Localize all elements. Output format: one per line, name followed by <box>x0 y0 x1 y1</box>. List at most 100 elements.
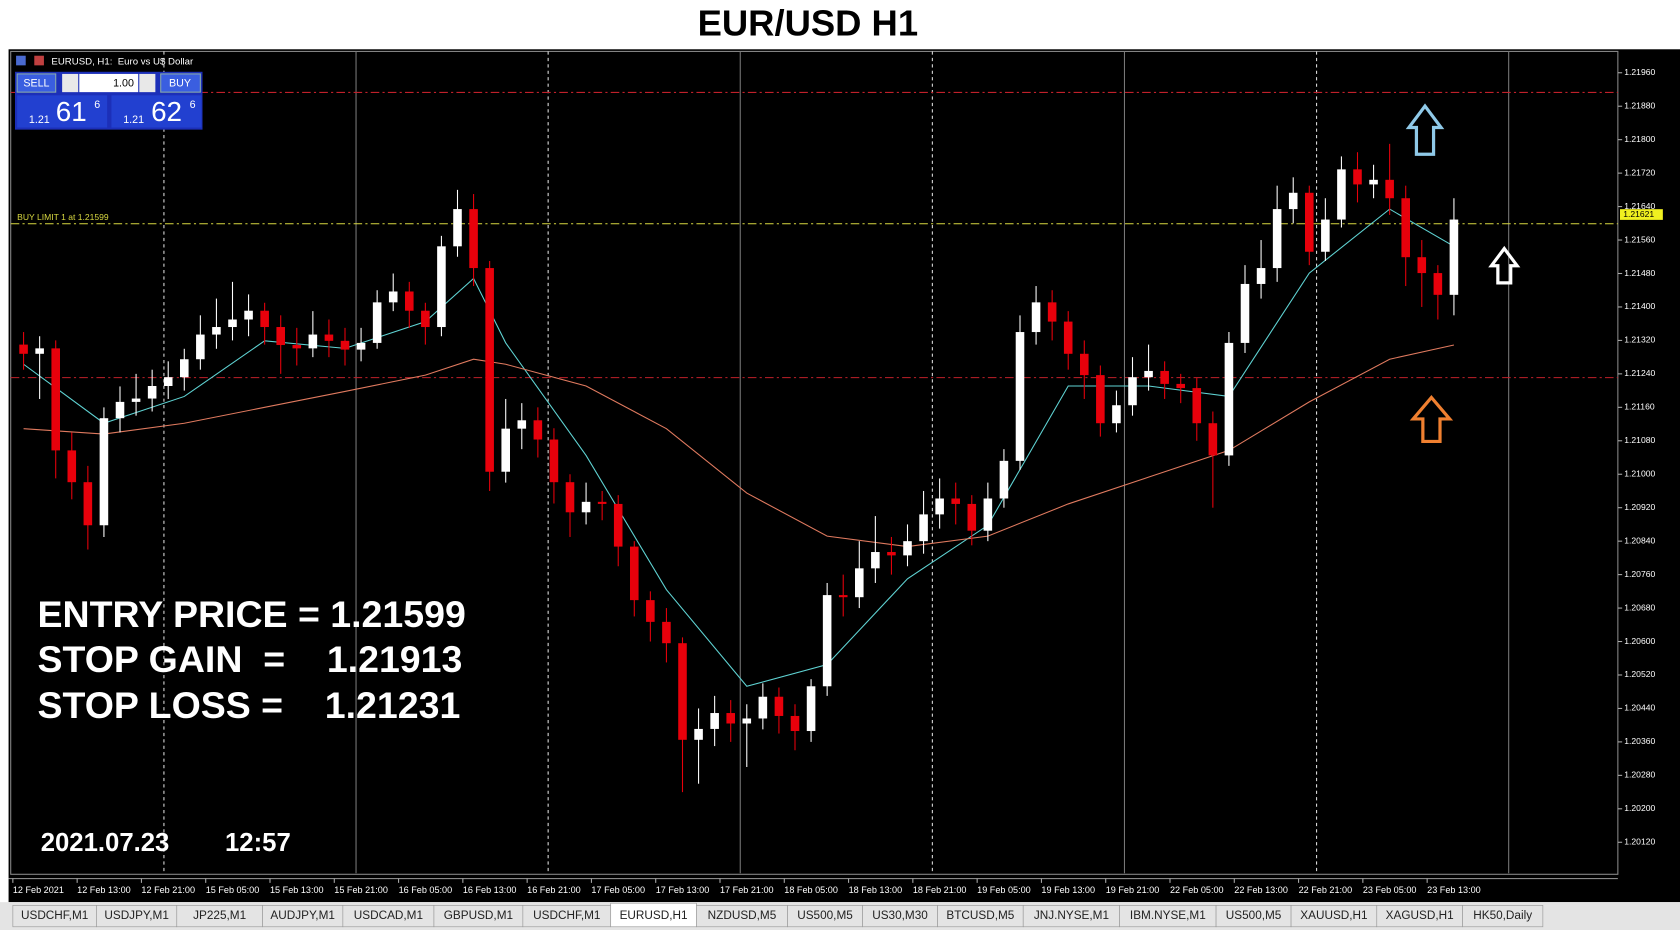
y-tick-label: 1.21000 <box>1624 469 1655 479</box>
tab-label[interactable]: JP225,M1 <box>193 909 246 922</box>
candle-body <box>646 600 655 622</box>
candle-body <box>678 643 687 740</box>
chart-area <box>8 49 1680 903</box>
x-tick-label: 12 Feb 2021 <box>13 885 64 895</box>
tab-label[interactable]: XAUUSD,H1 <box>1300 909 1367 922</box>
candle-body <box>726 713 735 724</box>
y-tick-label: 1.20520 <box>1624 669 1655 679</box>
plot-frame <box>10 50 1619 875</box>
tab-label[interactable]: GBPUSD,M1 <box>444 909 513 922</box>
candle-body <box>967 503 977 531</box>
candle-body <box>1128 377 1137 406</box>
tab-label[interactable]: IBM.NYSE,M1 <box>1130 909 1206 922</box>
tab-label[interactable]: US500,M5 <box>1226 909 1282 922</box>
tab-label[interactable]: JNJ.NYSE,M1 <box>1034 909 1109 922</box>
annotation: ENTRY PRICE = 1.21599 <box>38 593 466 635</box>
candle-body <box>613 503 623 547</box>
buy-limit-label: BUY LIMIT 1 at 1.21599 <box>17 212 109 222</box>
x-tick-label: 22 Feb 21:00 <box>1299 885 1353 895</box>
x-tick-label: 12 Feb 13:00 <box>77 885 131 895</box>
y-tick-label: 1.21560 <box>1624 234 1655 244</box>
candle-body <box>453 209 462 247</box>
candle-body <box>630 546 639 601</box>
candle-body <box>308 334 318 349</box>
y-tick-label: 1.20360 <box>1624 736 1655 746</box>
candle-body <box>1047 302 1057 322</box>
candle-body <box>758 696 768 719</box>
candle-body <box>1224 342 1234 456</box>
window-icon <box>34 55 44 66</box>
candle-body <box>1096 375 1105 424</box>
lot-down[interactable] <box>62 73 79 93</box>
candle-body <box>228 319 237 328</box>
tab-label[interactable]: AUDJPY,M1 <box>270 909 335 922</box>
candle-body <box>1192 388 1202 424</box>
ask-box[interactable] <box>111 95 202 128</box>
tab[interactable] <box>1462 905 1544 928</box>
buy-button[interactable] <box>160 73 201 93</box>
candle-body <box>1433 273 1443 295</box>
tab-label[interactable]: XAGUSD,H1 <box>1386 909 1454 922</box>
tab-label[interactable]: US500,M5 <box>797 909 853 922</box>
candle-body <box>99 418 109 526</box>
x-tick-label: 18 Feb 21:00 <box>913 885 967 895</box>
tab-label[interactable]: USDCAD,M1 <box>354 909 423 922</box>
tab-label[interactable]: USDCHF,M1 <box>21 909 88 922</box>
x-tick-label: 15 Feb 13:00 <box>270 885 324 895</box>
candle-body <box>115 401 125 419</box>
tab-label[interactable]: HK50,Daily <box>1473 909 1532 922</box>
candle-body <box>517 420 527 429</box>
tab-label[interactable]: NZDUSD,M5 <box>708 909 777 922</box>
lot-input[interactable] <box>79 73 139 93</box>
candle-body <box>822 595 832 687</box>
x-tick-label: 19 Feb 13:00 <box>1041 885 1095 895</box>
y-tick-label: 1.21640 <box>1624 201 1655 211</box>
candle-body <box>1240 283 1250 343</box>
y-tick-label: 1.21720 <box>1624 167 1655 177</box>
candle-body <box>501 428 510 472</box>
x-tick-label: 18 Feb 05:00 <box>784 885 838 895</box>
candle-body <box>1337 169 1346 220</box>
x-tick-label: 15 Feb 21:00 <box>334 885 388 895</box>
candle-body <box>565 482 575 513</box>
tab-label[interactable]: USDCHF,M1 <box>533 909 600 922</box>
bid-box[interactable] <box>17 95 108 128</box>
candle-body <box>1305 192 1314 252</box>
y-tick-label: 1.21320 <box>1624 335 1655 345</box>
lot-up[interactable] <box>139 73 156 93</box>
tabs: USDCHF,M1 USDJPY,M1 JP225,M1 AUDJPY,M1 USDCA… <box>12 902 1544 928</box>
x-tick-label: 17 Feb 21:00 <box>720 885 774 895</box>
candle-body <box>662 621 671 644</box>
candle-body <box>694 728 703 740</box>
candle-body <box>951 498 960 504</box>
candle-body <box>1015 332 1025 461</box>
tab-label[interactable]: EURUSD,H1 <box>620 909 688 922</box>
candle-body <box>549 439 559 483</box>
candle-body <box>405 291 414 311</box>
candle-body <box>19 344 28 354</box>
date-text: 2021.07.23 <box>41 829 170 857</box>
ask-main: 62 <box>151 96 182 127</box>
candle-body <box>999 460 1009 499</box>
time-text: 12:57 <box>225 829 291 857</box>
y-tick-label: 1.20920 <box>1624 502 1655 512</box>
candle-body <box>855 568 864 598</box>
candle-body <box>1417 257 1427 274</box>
candle-body <box>903 541 912 556</box>
tab-label[interactable]: US30,M30 <box>872 909 928 922</box>
candle-body <box>1385 179 1394 199</box>
tab-label[interactable]: BTCUSD,M5 <box>946 909 1014 922</box>
y-tick-label: 1.21880 <box>1624 100 1655 110</box>
sell-button[interactable] <box>16 73 57 93</box>
candle-body <box>1272 209 1282 269</box>
tab-label[interactable]: USDJPY,M1 <box>104 909 169 922</box>
bid-sup: 6 <box>94 99 100 111</box>
candle-body <box>919 514 928 542</box>
candle-body <box>485 268 494 472</box>
chart-title: EUR/USD H1 <box>698 2 919 43</box>
plot <box>10 91 1618 793</box>
candle-body <box>1063 321 1073 354</box>
x-tick-label: 22 Feb 05:00 <box>1170 885 1224 895</box>
